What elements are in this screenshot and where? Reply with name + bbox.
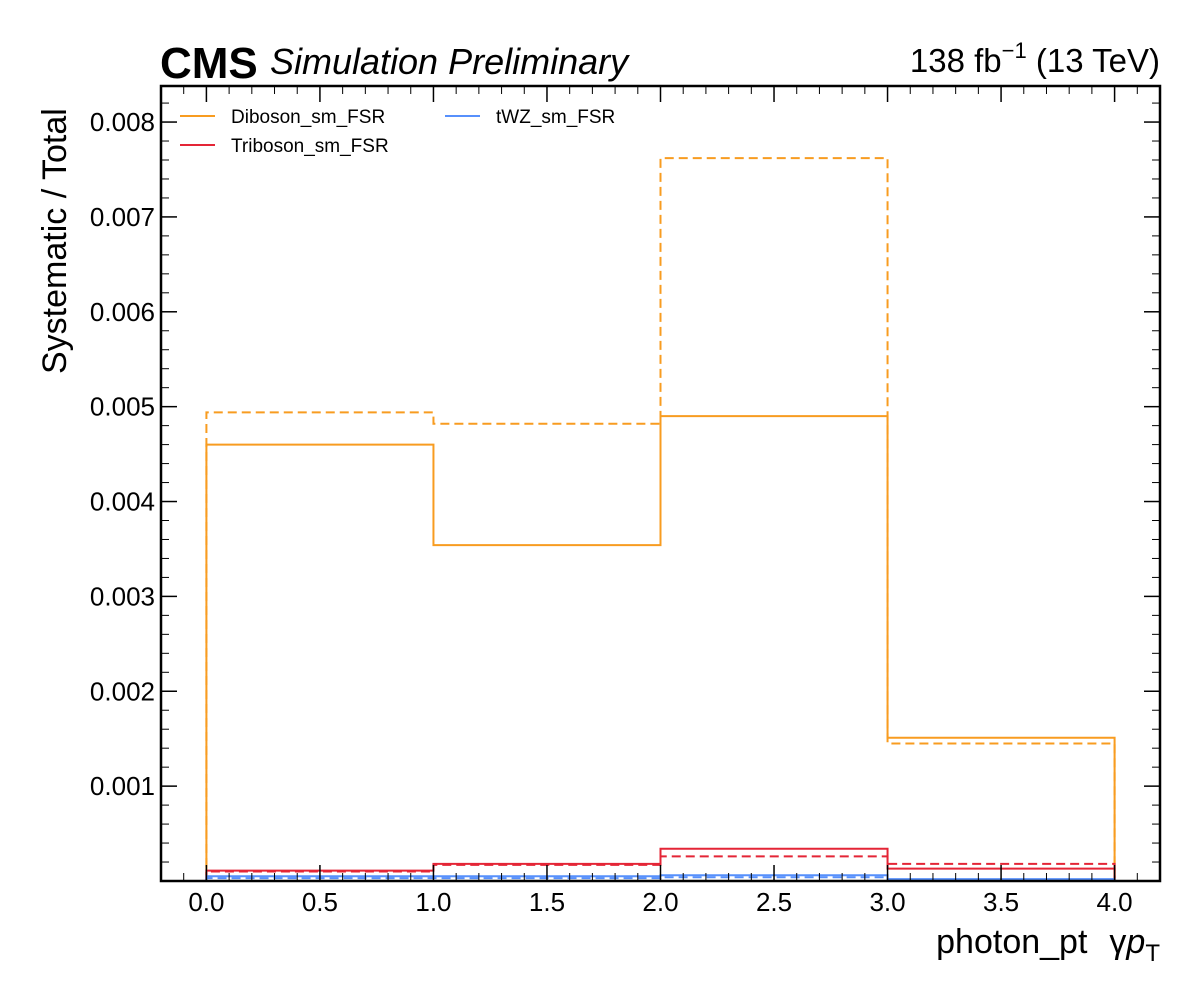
y-axis-title: Systematic / Total bbox=[36, 108, 74, 374]
plot-frame bbox=[159, 84, 1162, 883]
series-line-3 bbox=[205, 855, 1116, 881]
y-tick-label: 0.001 bbox=[90, 771, 155, 801]
x-axis-title-var: p bbox=[1125, 923, 1145, 961]
legend-label: Diboson_sm_FSR bbox=[231, 107, 385, 128]
y-tick-label: 0.006 bbox=[90, 297, 155, 327]
x-tick-label: 2.0 bbox=[642, 887, 678, 917]
x-tick-label: 4.0 bbox=[1097, 887, 1133, 917]
legend-label: tWZ_sm_FSR bbox=[496, 107, 615, 128]
x-axis-title: photon_pt γpT bbox=[936, 923, 1160, 967]
x-axis-title-symbol: γ bbox=[1109, 923, 1126, 961]
y-tick-label: 0.003 bbox=[90, 581, 155, 611]
x-tick-label: 1.5 bbox=[529, 887, 565, 917]
ticks-layer: 0.0 0.5 1.0 1.5 2.0 2.5 3.0 3.5 4.0 0.001 0.002 0.0… bbox=[90, 86, 1160, 917]
x-tick-label: 3.0 bbox=[869, 887, 905, 917]
x-axis-title-sub: T bbox=[1145, 940, 1160, 967]
series-layer bbox=[205, 157, 1116, 882]
legend: Diboson_sm_FSR Triboson_sm_FSR tWZ_sm_FSR bbox=[180, 107, 615, 157]
x-tick-label: 1.0 bbox=[415, 887, 451, 917]
y-tick-label: 0.007 bbox=[90, 202, 155, 232]
series-line-0 bbox=[205, 415, 1116, 881]
legend-label: Triboson_sm_FSR bbox=[231, 136, 389, 157]
cms-status-label: Simulation Preliminary bbox=[270, 41, 630, 82]
x-tick-label: 0.0 bbox=[188, 887, 224, 917]
x-tick-label: 3.5 bbox=[983, 887, 1019, 917]
lumi-label: 138 fb−1 (13 TeV) bbox=[910, 38, 1160, 79]
y-tick-label: 0.005 bbox=[90, 392, 155, 422]
x-tick-label: 2.5 bbox=[756, 887, 792, 917]
lumi-value: 138 fb bbox=[910, 42, 1002, 79]
lumi-exponent: −1 bbox=[1002, 38, 1027, 63]
y-tick-label: 0.002 bbox=[90, 676, 155, 706]
y-tick-label: 0.008 bbox=[90, 107, 155, 137]
series-line-1 bbox=[205, 157, 1116, 881]
y-tick-label: 0.004 bbox=[90, 487, 155, 517]
cms-label: CMS bbox=[160, 39, 258, 88]
lumi-energy: (13 TeV) bbox=[1027, 42, 1160, 79]
x-axis-title-main: photon_pt bbox=[936, 923, 1088, 961]
x-tick-label: 0.5 bbox=[302, 887, 338, 917]
